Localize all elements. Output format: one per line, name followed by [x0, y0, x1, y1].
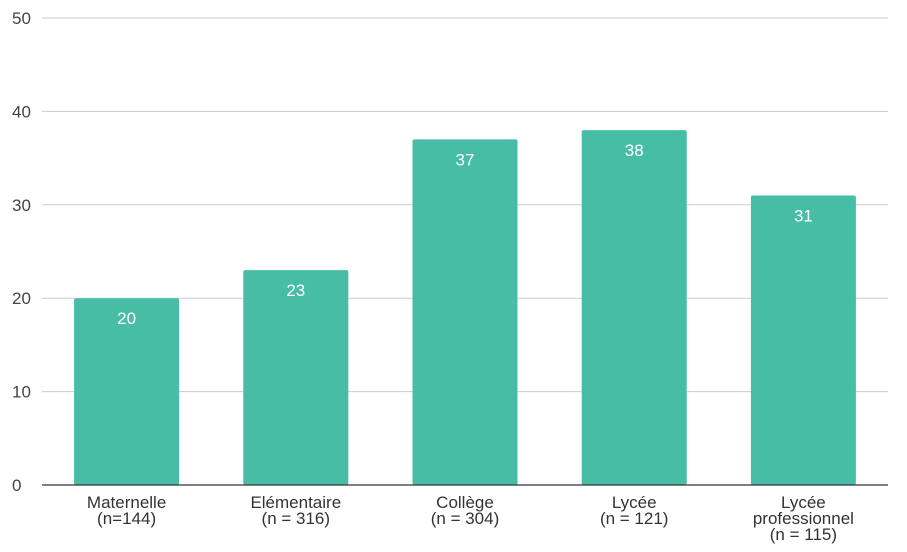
- y-tick-label: 10: [12, 383, 31, 402]
- y-tick-label: 0: [12, 476, 21, 495]
- bars: [74, 130, 856, 486]
- bar: [412, 139, 518, 486]
- bar-value-label: 23: [286, 281, 305, 300]
- bar: [750, 195, 856, 485]
- bar: [243, 270, 349, 485]
- y-axis-tick-labels: 0 10 20 30 40 50: [12, 9, 31, 495]
- y-tick-label: 40: [12, 102, 31, 121]
- bar-value-label: 37: [456, 150, 475, 169]
- x-category-label: Lycée professionnel (n = 115): [753, 493, 854, 544]
- x-category-label: Lycée (n = 121): [600, 493, 669, 528]
- bar-value-label: 38: [625, 141, 644, 160]
- bar-value-label: 20: [117, 309, 136, 328]
- bar-value-label: 31: [794, 206, 813, 225]
- y-tick-label: 20: [12, 289, 31, 308]
- x-axis-category-labels: Maternelle (n=144) Elémentaire (n = 316) Col…: [87, 493, 854, 544]
- data-labels: 20 23 37 38 31: [117, 141, 813, 328]
- x-category-label: Elémentaire (n = 316): [250, 493, 341, 528]
- x-category-label: Collège (n = 304): [431, 493, 500, 528]
- bar: [74, 298, 180, 485]
- y-tick-label: 50: [12, 9, 31, 28]
- y-tick-label: 30: [12, 196, 31, 215]
- x-category-label: Maternelle (n=144): [87, 493, 166, 528]
- bar: [581, 130, 687, 485]
